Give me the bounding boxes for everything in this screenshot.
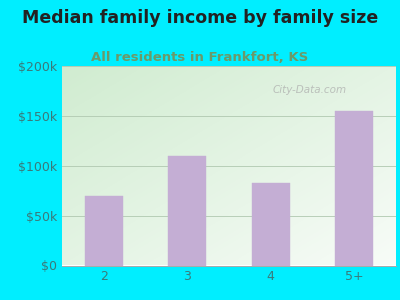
- Text: All residents in Frankfort, KS: All residents in Frankfort, KS: [91, 51, 309, 64]
- Bar: [252, 183, 290, 266]
- Text: Median family income by family size: Median family income by family size: [22, 9, 378, 27]
- Bar: [336, 111, 373, 266]
- Bar: [85, 196, 122, 266]
- Text: City-Data.com: City-Data.com: [272, 85, 346, 95]
- Bar: [168, 156, 206, 266]
